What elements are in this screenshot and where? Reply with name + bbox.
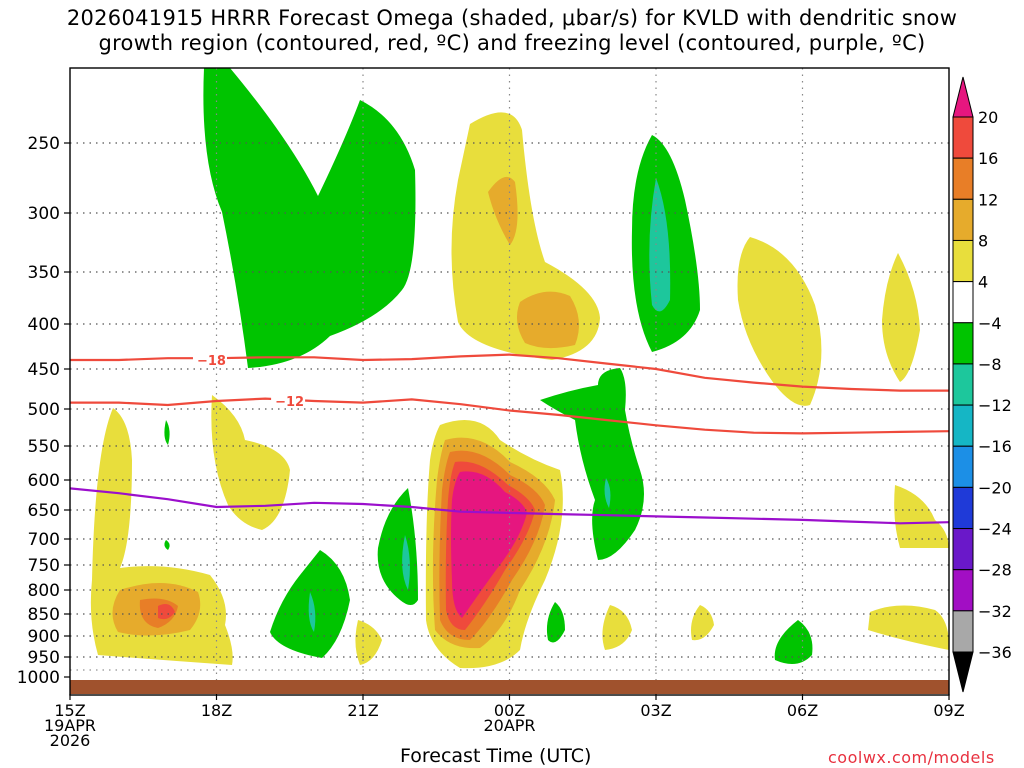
colorbar-top-arrow bbox=[952, 76, 974, 118]
colorbar-band-10 bbox=[952, 486, 974, 530]
y-tick-label-950: 950 bbox=[28, 648, 60, 668]
colorbar-band-11 bbox=[952, 528, 974, 571]
ground-surface bbox=[70, 680, 949, 694]
colorbar-label-5: −4 bbox=[978, 314, 1002, 333]
x-tick-label-1-0: 18Z bbox=[201, 701, 232, 720]
chart-title-line-2: growth region (contoured, red, ºC) and f… bbox=[98, 31, 926, 55]
omega-region-downward-10 bbox=[211, 395, 290, 530]
colorbar-band-12 bbox=[952, 569, 974, 612]
omega-region-upward-10 bbox=[540, 368, 644, 560]
y-tick-label-450: 450 bbox=[28, 360, 60, 380]
colorbar-label-10: −24 bbox=[978, 520, 1012, 539]
colorbar-band-13 bbox=[952, 610, 974, 653]
colorbar-band-6 bbox=[952, 322, 974, 365]
colorbar-label-8: −16 bbox=[978, 437, 1012, 456]
x-tick-label-0-2: 2026 bbox=[50, 731, 91, 750]
credit-link[interactable]: coolwx.com/models bbox=[828, 748, 995, 767]
omega-region-downward-16 bbox=[451, 471, 527, 618]
colorbar-label-9: −20 bbox=[978, 478, 1012, 497]
colorbar-label-0: 20 bbox=[978, 108, 998, 127]
omega-region-downward-3 bbox=[516, 291, 579, 349]
y-tick-label-400: 400 bbox=[28, 315, 60, 335]
colorbar-band-5 bbox=[952, 281, 974, 324]
x-tick-label-6-0: 09Z bbox=[933, 701, 964, 720]
y-tick-label-550: 550 bbox=[28, 437, 60, 457]
y-tick-label-800: 800 bbox=[28, 581, 60, 601]
y-tick-label-750: 750 bbox=[28, 556, 60, 576]
colorbar-label-2: 12 bbox=[978, 190, 998, 209]
omega-region-upward-11 bbox=[604, 478, 611, 508]
omega-region-downward-19 bbox=[894, 485, 949, 548]
x-tick-label-3-1: 20APR bbox=[483, 716, 535, 735]
colorbar-band-4 bbox=[952, 239, 974, 283]
colorbar-band-1 bbox=[952, 116, 974, 159]
chart-title-line-1: 2026041915 HRRR Forecast Omega (shaded, … bbox=[66, 6, 958, 30]
omega-region-downward-5 bbox=[882, 253, 920, 382]
colorbar-label-11: −28 bbox=[978, 561, 1012, 580]
colorbar-label-1: 16 bbox=[978, 149, 998, 168]
contour-labels: −18 −12 bbox=[192, 351, 306, 410]
colorbar-label-4: 4 bbox=[978, 273, 988, 292]
x-tick-label-0-0: 15Z bbox=[54, 701, 85, 720]
colorbar-band-2 bbox=[952, 157, 974, 200]
y-tick-label-850: 850 bbox=[28, 605, 60, 625]
omega-region-upward-13 bbox=[774, 620, 813, 664]
colorbar-label-12: −32 bbox=[978, 602, 1012, 621]
omega-region-downward-20 bbox=[868, 605, 949, 650]
x-tick-label-0-1: 19APR bbox=[44, 716, 96, 735]
colorbar: 20 16 12 8 4 −4 −8 −12 −16 −20 −24 −28 −32 −36 bbox=[952, 76, 1012, 693]
omega-region-downward-2 bbox=[488, 176, 518, 245]
omega-region-downward-17 bbox=[602, 605, 632, 650]
colorbar-band-3 bbox=[952, 198, 974, 241]
omega-region-upward-3 bbox=[649, 178, 671, 312]
colorbar-label-7: −12 bbox=[978, 396, 1012, 415]
y-tick-label-250: 250 bbox=[28, 134, 60, 154]
omega-region-upward-1 bbox=[203, 68, 416, 368]
omega-region-upward-4 bbox=[164, 420, 170, 445]
x-tick-label-4-0: 03Z bbox=[640, 701, 671, 720]
y-tick-label-300: 300 bbox=[28, 204, 60, 224]
colorbar-band-7 bbox=[952, 363, 974, 406]
contour-freezing_level bbox=[70, 487, 949, 525]
omega-region-downward-4 bbox=[737, 237, 822, 406]
omega-region-upward-5 bbox=[164, 540, 170, 550]
contour-label-dgz_-12: −12 bbox=[275, 395, 304, 410]
omega-region-downward-9 bbox=[158, 604, 175, 620]
contour-label-bg-1 bbox=[271, 392, 306, 408]
y-tick-label-600: 600 bbox=[28, 471, 60, 491]
omega-region-downward-18 bbox=[691, 605, 714, 641]
colorbar-label-3: 8 bbox=[978, 231, 988, 250]
colorbar-label-6: −8 bbox=[978, 355, 1002, 374]
y-tick-label-700: 700 bbox=[28, 530, 60, 550]
omega-shading bbox=[90, 68, 949, 669]
x-tick-label-5-0: 06Z bbox=[787, 701, 818, 720]
chart-title: 2026041915 HRRR Forecast Omega (shaded, … bbox=[0, 6, 1024, 56]
x-axis-label: Forecast Time (UTC) bbox=[400, 745, 592, 767]
y-tick-label-500: 500 bbox=[28, 400, 60, 420]
omega-region-downward-11 bbox=[355, 620, 382, 665]
y-axis: 2503003504004505005506006507007508008509… bbox=[17, 134, 70, 688]
x-tick-label-3-0: 00Z bbox=[494, 701, 525, 720]
colorbar-bottom-arrow bbox=[952, 651, 974, 693]
plot-area bbox=[70, 68, 949, 694]
omega-region-upward-7 bbox=[308, 592, 316, 632]
y-tick-label-350: 350 bbox=[28, 263, 60, 283]
x-tick-label-2-0: 21Z bbox=[347, 701, 378, 720]
omega-region-upward-12 bbox=[546, 602, 565, 643]
colorbar-band-8 bbox=[952, 404, 974, 447]
colorbar-band-9 bbox=[952, 445, 974, 488]
contour-dgz_-12 bbox=[70, 397, 949, 435]
colorbar-label-13: −36 bbox=[978, 643, 1012, 662]
y-tick-label-900: 900 bbox=[28, 627, 60, 647]
omega-region-upward-9 bbox=[402, 535, 410, 590]
grid-lines bbox=[70, 68, 949, 694]
y-tick-label-650: 650 bbox=[28, 501, 60, 521]
y-tick-label-1000: 1000 bbox=[17, 668, 60, 688]
contour-label-dgz_-18: −18 bbox=[197, 354, 226, 369]
contour-label-bg-0 bbox=[192, 351, 227, 367]
